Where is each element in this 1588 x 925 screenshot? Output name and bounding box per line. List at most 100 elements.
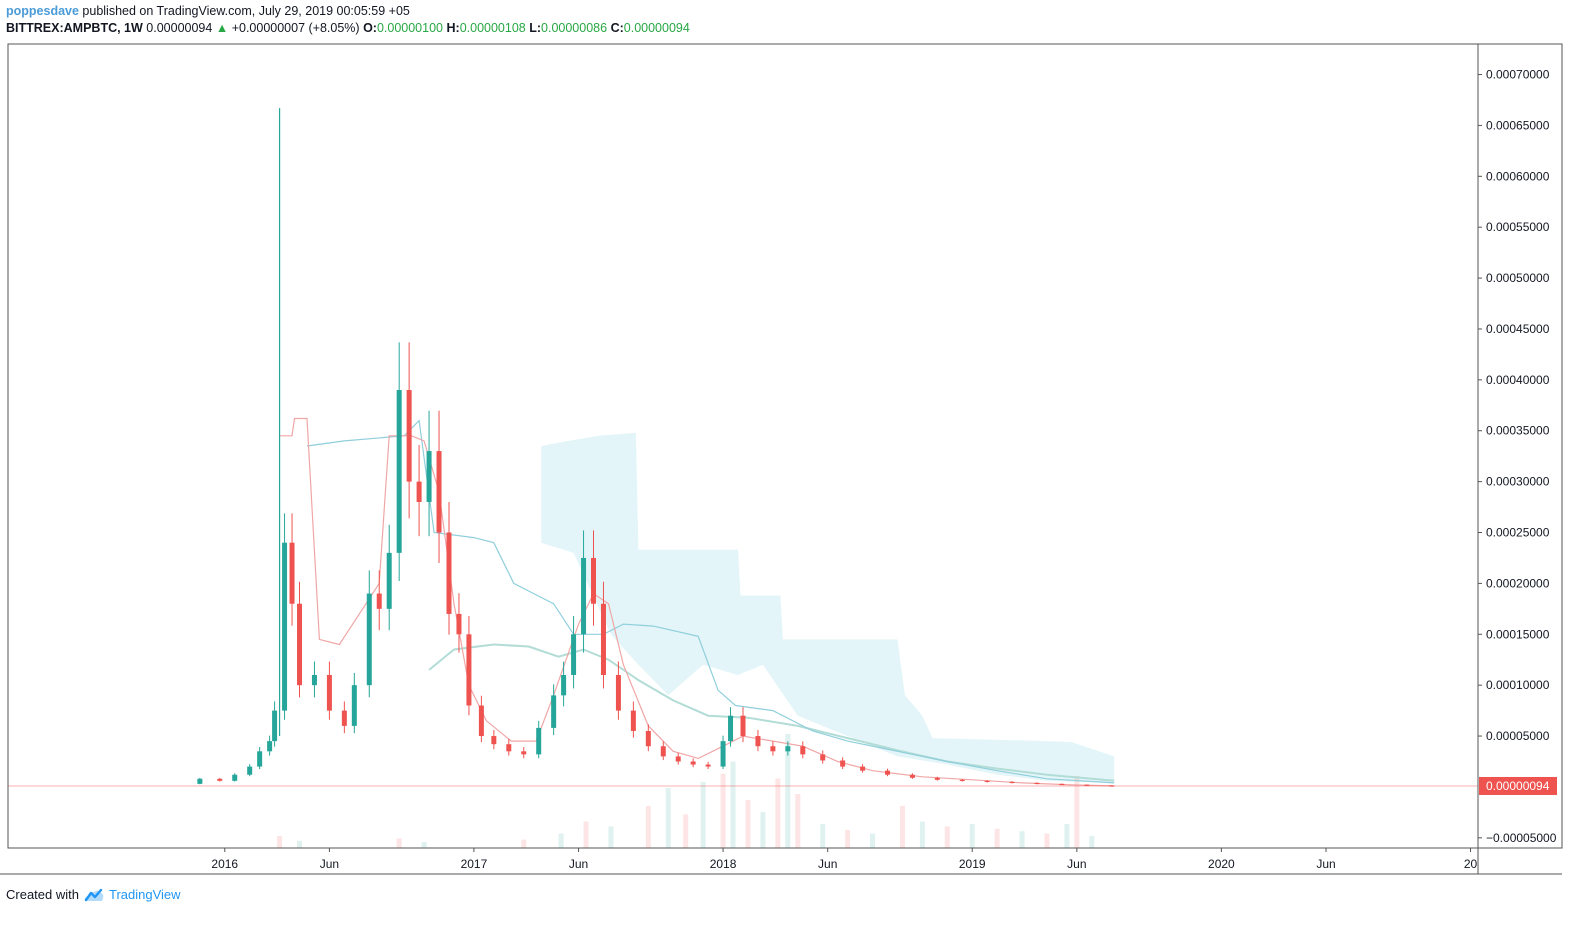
candle-body	[1059, 783, 1065, 786]
candle-body	[247, 766, 253, 775]
candle-body	[660, 746, 666, 757]
candle-body	[297, 603, 303, 686]
time-axis: 2016 Jun 2017 Jun 2018 Jun 2019 Jun 2020 Jun 20	[211, 848, 1478, 871]
candle-body	[675, 756, 681, 762]
volume-bar	[775, 778, 781, 848]
volume-bar	[760, 812, 766, 848]
volume-bar	[700, 782, 706, 848]
x-tick-label: 2017	[461, 857, 488, 871]
volume-bar	[944, 826, 950, 848]
symbol-name[interactable]: BITTREX:AMPBTC, 1W	[6, 21, 143, 35]
candle-body	[728, 715, 734, 742]
candle-body	[506, 744, 512, 752]
x-tick-label: 2016	[211, 857, 238, 871]
candles	[197, 108, 1115, 787]
candle-body	[311, 674, 317, 686]
kijun-line	[306, 419, 1115, 784]
candle-body	[341, 710, 347, 726]
current-price-badge	[1479, 776, 1557, 795]
y-tick-label: 0.00020000	[1486, 576, 1550, 590]
candle-body	[426, 451, 432, 502]
price-axis: 0.00070000 0.00065000 0.00060000 0.00055000…	[1478, 68, 1557, 845]
y-tick-label: 0.00030000	[1486, 475, 1550, 489]
x-tick-label: 2018	[710, 857, 737, 871]
volume-bar	[297, 840, 303, 848]
candle-body	[466, 634, 472, 706]
candle-body	[800, 746, 806, 755]
candle-body	[934, 777, 940, 780]
volume-bar	[583, 821, 589, 848]
candle-body	[406, 390, 412, 482]
y-tick-label: 0.00010000	[1486, 678, 1550, 692]
volume-bar	[899, 806, 905, 848]
candle-body	[1009, 781, 1015, 784]
candle-body	[720, 741, 726, 767]
candle-body	[446, 532, 452, 614]
volume-bar	[870, 833, 876, 848]
candle-body	[396, 390, 402, 553]
candle-body	[289, 542, 295, 604]
candle-body	[257, 751, 263, 767]
x-tick-label: Jun	[1067, 857, 1086, 871]
y-tick-label: 0.00025000	[1486, 526, 1550, 540]
candle-body	[909, 774, 915, 778]
high-value: 0.00000108	[459, 21, 526, 35]
candle-body	[600, 603, 606, 675]
volume-bar	[994, 828, 1000, 848]
chart-frame	[0, 43, 1563, 875]
tenkan-line	[279, 417, 1115, 787]
candle-body	[416, 481, 422, 502]
volume-bar	[683, 814, 689, 848]
published-text: published on TradingView.com, July 29, 2…	[82, 4, 410, 18]
y-tick-label: −0.00005000	[1486, 831, 1557, 845]
volume-bar	[785, 734, 791, 848]
open-value: 0.00000100	[376, 21, 443, 35]
volume-bar	[919, 821, 925, 848]
volume-bar	[730, 761, 736, 848]
candle-body	[1109, 785, 1115, 787]
ichimoku-cloud	[541, 432, 1115, 783]
candle-body	[536, 727, 542, 755]
low-value: 0.00000086	[541, 21, 608, 35]
volume-bar	[396, 838, 402, 848]
candle-body	[581, 557, 587, 635]
volume-bar	[820, 824, 826, 848]
x-tick-label: Jun	[818, 857, 837, 871]
volume-bar	[795, 794, 801, 848]
candle-body	[630, 710, 636, 731]
volume-bar	[1019, 831, 1025, 848]
x-tick-label: Jun	[320, 857, 339, 871]
indicator-lines	[8, 417, 1478, 787]
y-tick-label: 0.00045000	[1486, 322, 1550, 336]
candle-body	[386, 552, 392, 609]
high-label: H:	[446, 21, 460, 35]
candle-body	[785, 746, 791, 752]
author-link[interactable]: poppesdave	[6, 4, 79, 18]
volume-bar	[608, 826, 614, 848]
volume-bar	[645, 806, 651, 848]
candle-body	[755, 736, 761, 747]
candle-body	[1034, 782, 1040, 785]
y-tick-label: 0.00005000	[1486, 729, 1550, 743]
volume-bar	[1074, 776, 1080, 848]
low-label: L:	[529, 21, 542, 35]
x-tick-label: Jun	[1316, 857, 1335, 871]
price-change: +0.00000007 (+8.05%)	[231, 21, 360, 35]
y-tick-label: 0.00055000	[1486, 220, 1550, 234]
volume-bar	[969, 824, 975, 848]
volume-bar	[1044, 833, 1050, 848]
candle-body	[690, 761, 696, 765]
tradingview-brand[interactable]: TradingView	[108, 887, 181, 902]
volume-bar	[558, 833, 564, 848]
candle-body	[272, 710, 278, 742]
x-tick-label: 2020	[1208, 857, 1235, 871]
candle-body	[615, 674, 621, 711]
volume-bar	[720, 773, 726, 848]
candle-body	[282, 542, 288, 711]
tradingview-cloud-icon	[84, 888, 104, 901]
close-label: C:	[610, 21, 624, 35]
candle-body	[885, 770, 891, 775]
volume-bar	[421, 842, 427, 848]
up-arrow-icon: ▲	[215, 21, 229, 35]
